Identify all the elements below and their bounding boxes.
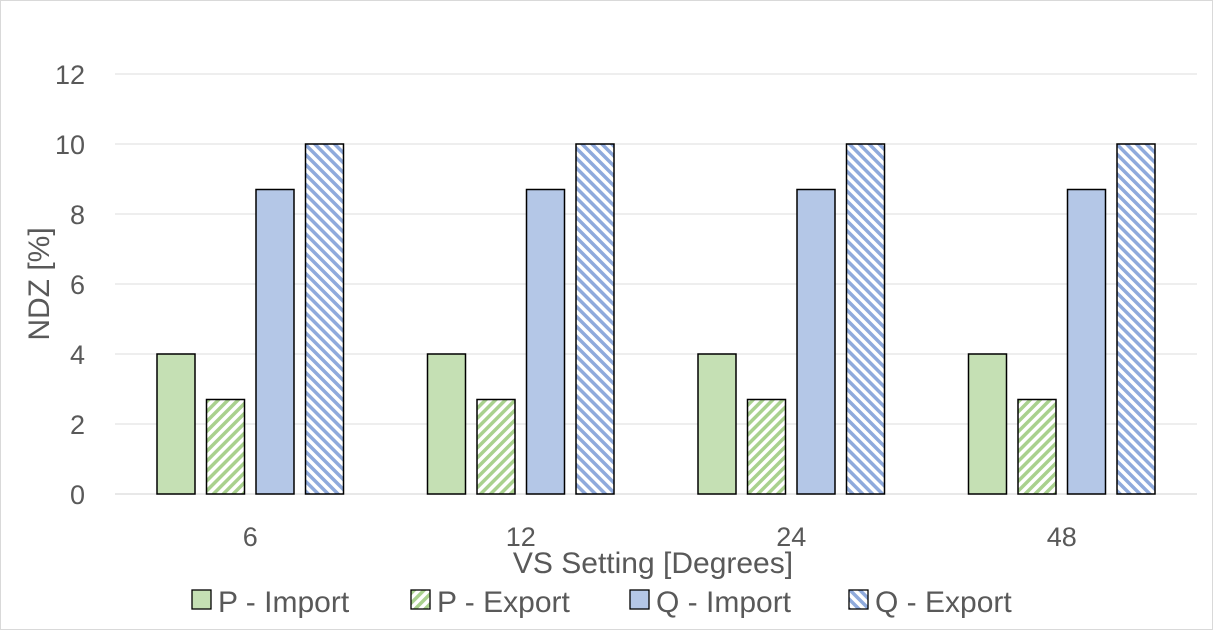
bar-p-export-6 (205, 398, 246, 495)
gridlines (115, 73, 1197, 495)
bar-q-import-12 (525, 188, 566, 495)
x-axis-title: VS Setting [Degrees] (513, 547, 793, 580)
legend-label: P - Import (218, 586, 350, 619)
legend: P - Import P - Export Q - Import Q - Export (191, 586, 1012, 619)
x-tick-label: 48 (1047, 522, 1077, 552)
bar-p-import-12 (426, 353, 467, 495)
legend-label: Q - Export (875, 586, 1012, 619)
bar-q-export-24 (845, 143, 886, 495)
bar-q-import-24 (796, 188, 836, 495)
bar-p-export-48 (1017, 398, 1057, 495)
bar-q-export-48 (1116, 143, 1156, 495)
y-axis-title: NDZ [%] (23, 227, 56, 340)
y-tick-label: 4 (70, 340, 85, 370)
y-tick-label: 0 (70, 480, 85, 510)
y-tick-label: 6 (70, 270, 85, 300)
legend-swatch (848, 589, 869, 610)
bar-p-import-48 (967, 353, 1008, 495)
y-tick-label: 12 (55, 60, 85, 90)
bar-q-export-6 (304, 143, 345, 495)
legend-swatch (191, 589, 212, 610)
y-tick-label: 2 (70, 410, 85, 440)
bars (156, 143, 1156, 495)
y-tick-label: 8 (70, 200, 85, 230)
bar-p-export-12 (476, 398, 516, 495)
x-tick-label: 6 (243, 522, 258, 552)
legend-swatch (629, 589, 650, 610)
bar-p-export-24 (746, 398, 787, 495)
y-axis-ticks: 0 2 4 6 8 10 12 (55, 60, 85, 510)
bar-q-export-12 (575, 143, 615, 495)
legend-label: Q - Import (656, 586, 792, 619)
legend-swatch (410, 589, 431, 610)
bar-q-import-48 (1066, 188, 1107, 495)
x-axis-ticks: 6 12 24 48 (243, 522, 1077, 552)
legend-label: P - Export (437, 586, 570, 619)
bar-p-import-24 (697, 353, 737, 495)
x-tick-label: 12 (506, 522, 536, 552)
bar-p-import-6 (156, 353, 196, 495)
x-tick-label: 24 (776, 522, 806, 552)
y-tick-label: 10 (55, 130, 85, 160)
bar-q-import-6 (255, 188, 295, 495)
